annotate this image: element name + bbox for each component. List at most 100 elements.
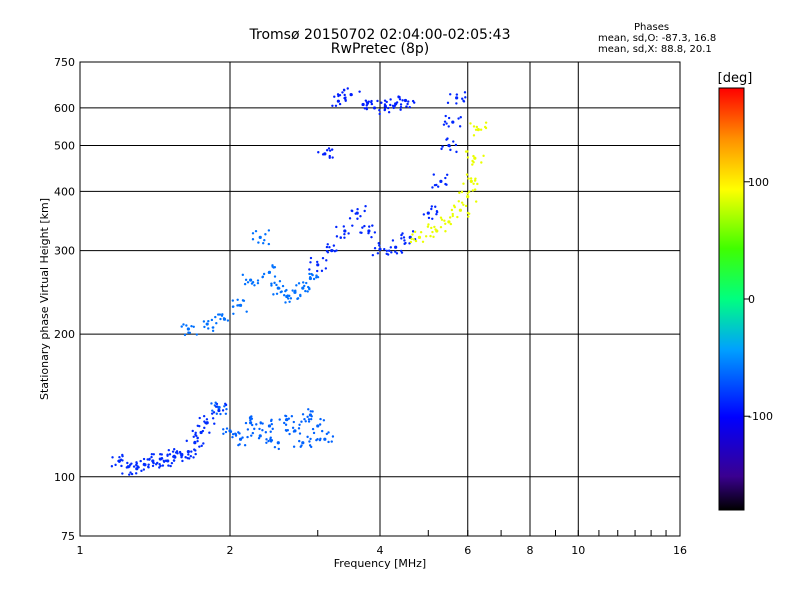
data-point xyxy=(249,421,253,425)
echo-point xyxy=(251,238,255,241)
echo-point xyxy=(121,454,124,458)
echo-point xyxy=(185,324,188,327)
echo-point xyxy=(365,107,368,110)
echo-point xyxy=(483,125,487,129)
echo-point xyxy=(270,284,273,287)
echo-point xyxy=(462,203,465,206)
echo-point xyxy=(283,421,286,425)
echo-point xyxy=(444,222,447,225)
echo-point xyxy=(213,404,217,407)
data-point xyxy=(205,322,209,326)
x-tick-label: 8 xyxy=(527,544,534,557)
echo-point xyxy=(160,457,164,460)
echo-point xyxy=(258,427,261,431)
echo-point xyxy=(429,234,432,238)
echo-point xyxy=(249,415,252,419)
echo-point xyxy=(430,205,434,208)
echo-point xyxy=(333,95,336,98)
echo-point xyxy=(439,225,443,229)
colorbar-tick-label: 100 xyxy=(748,176,769,189)
y-tick-label: 200 xyxy=(54,328,75,341)
data-point xyxy=(394,245,398,249)
echo-point xyxy=(114,463,117,467)
echo-point xyxy=(210,412,214,415)
echo-point xyxy=(210,402,213,405)
echo-point xyxy=(306,415,309,419)
echo-point xyxy=(222,432,225,435)
echo-point xyxy=(338,102,342,106)
echo-point xyxy=(236,298,239,301)
echo-point xyxy=(132,465,136,468)
data-point xyxy=(238,437,243,441)
echo-point xyxy=(150,453,154,456)
echo-point xyxy=(285,288,288,292)
echo-point xyxy=(472,125,476,128)
echo-point xyxy=(432,173,435,176)
echo-point xyxy=(344,99,347,102)
echo-point xyxy=(270,282,273,285)
echo-point xyxy=(218,313,222,316)
echo-point xyxy=(243,443,247,447)
echo-point xyxy=(332,244,336,247)
colorbar-tick-label: 0 xyxy=(748,293,755,306)
echo-point xyxy=(455,102,458,105)
echo-point xyxy=(441,145,444,148)
echo-point xyxy=(380,101,383,104)
echo-point xyxy=(298,432,302,435)
echo-point xyxy=(445,183,448,186)
echo-point xyxy=(347,232,350,235)
echo-point xyxy=(238,443,241,446)
y-tick-label: 400 xyxy=(54,185,75,198)
echo-point xyxy=(301,281,305,284)
echo-point xyxy=(454,143,458,147)
echo-point xyxy=(474,177,477,180)
data-point xyxy=(476,128,480,132)
echo-point xyxy=(309,276,312,279)
echo-point xyxy=(457,200,460,203)
echo-point xyxy=(392,106,395,110)
echo-point xyxy=(202,414,206,418)
y-tick-label: 100 xyxy=(54,471,75,484)
echo-point xyxy=(435,210,439,214)
data-point xyxy=(403,98,408,103)
echo-point xyxy=(325,432,329,436)
data-point xyxy=(426,211,430,215)
echo-point xyxy=(464,204,468,208)
echo-point xyxy=(292,445,296,448)
echo-point xyxy=(312,431,316,435)
echo-point xyxy=(257,437,261,440)
echo-point xyxy=(335,225,338,229)
echo-point xyxy=(278,280,282,283)
echo-point xyxy=(223,405,226,408)
echo-point xyxy=(140,469,143,473)
scatter-points xyxy=(110,87,488,476)
data-point xyxy=(186,450,190,454)
echo-point xyxy=(257,241,260,244)
echo-point xyxy=(128,473,131,476)
echo-point xyxy=(188,331,192,335)
echo-point xyxy=(370,102,374,106)
echo-point xyxy=(215,412,218,415)
echo-point xyxy=(318,423,322,426)
echo-point xyxy=(254,229,258,233)
echo-point xyxy=(250,423,254,427)
echo-point xyxy=(408,105,411,109)
echo-point xyxy=(331,249,334,252)
echo-point xyxy=(341,91,344,94)
echo-point xyxy=(207,319,210,323)
grid xyxy=(79,61,681,537)
echo-point xyxy=(315,276,318,279)
echo-point xyxy=(261,429,264,432)
echo-point xyxy=(399,103,403,106)
echo-point xyxy=(403,239,406,242)
echo-point xyxy=(191,429,194,433)
echo-point xyxy=(431,186,434,189)
echo-point xyxy=(390,251,393,254)
echo-point xyxy=(208,431,211,434)
echo-point xyxy=(309,437,312,441)
echo-point xyxy=(198,416,201,420)
echo-point xyxy=(328,246,331,249)
echo-point xyxy=(261,422,264,425)
echo-point xyxy=(126,461,129,465)
